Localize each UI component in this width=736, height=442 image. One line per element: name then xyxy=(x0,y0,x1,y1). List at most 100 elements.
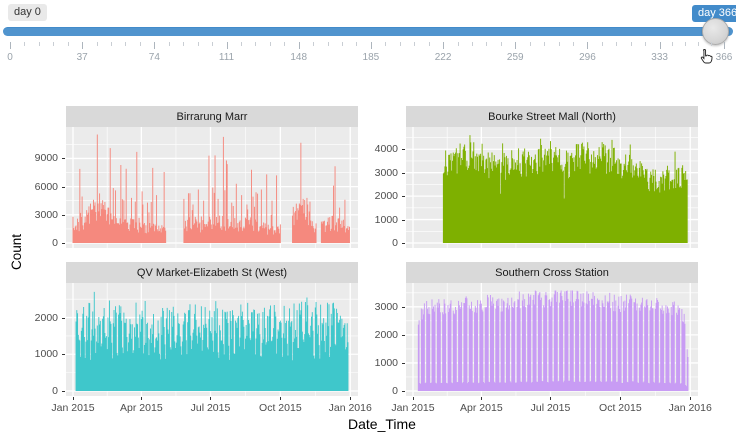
facet-strip-qv-market-elizabeth-st-west: QV Market-Elizabeth St (West) xyxy=(66,262,358,283)
y-tick-mark xyxy=(62,391,65,392)
slider-tick-minor xyxy=(96,42,98,46)
series-birrarung-marr xyxy=(72,134,350,243)
x-tick-label: Oct 2015 xyxy=(599,402,642,414)
slider-tick-minor xyxy=(240,42,242,46)
slider-tick-minor xyxy=(630,42,632,46)
x-tick-mark xyxy=(690,397,692,400)
x-tick-label: Jan 2015 xyxy=(51,402,95,414)
y-tick-label: 2000 xyxy=(34,311,58,324)
slider-tick-label: 185 xyxy=(362,52,380,63)
slider-tick-minor xyxy=(544,42,546,46)
slider-tick-minor xyxy=(414,42,416,46)
x-tick-label: Apr 2015 xyxy=(120,402,163,414)
y-axis-title: Count xyxy=(9,233,24,271)
slider-tick-minor xyxy=(711,42,713,46)
slider-tick-minor xyxy=(67,42,69,46)
y-tick-label: 1000 xyxy=(374,356,398,369)
facet-title: Southern Cross Station xyxy=(495,266,609,279)
slider-tick-minor xyxy=(212,42,214,46)
facet-title: Bourke Street Mall (North) xyxy=(488,110,616,123)
slider-handle[interactable] xyxy=(702,18,729,45)
facet-title: Birrarung Marr xyxy=(176,110,248,123)
y-tick-label: 3000 xyxy=(374,300,398,313)
y-tick-mark xyxy=(402,196,405,198)
slider-tick-major xyxy=(659,42,661,49)
y-tick-label: 0 xyxy=(392,385,398,397)
y-tick-mark xyxy=(402,243,405,244)
y-tick-label: 2000 xyxy=(374,328,398,341)
slider-tick-label: 111 xyxy=(218,52,235,63)
series-bourke-street-mall-north xyxy=(442,135,688,243)
y-tick-label: 0 xyxy=(52,385,58,397)
slider-tick-minor xyxy=(342,42,344,46)
x-tick-mark xyxy=(481,397,483,400)
facet-panel-qv-market-elizabeth-st-west xyxy=(66,283,358,396)
x-tick-label: Jan 2015 xyxy=(391,402,435,414)
slider-tick-minor xyxy=(616,42,618,46)
slider-tick-major xyxy=(370,42,372,49)
slider-tick-major xyxy=(443,42,445,49)
slider-tick-minor xyxy=(529,42,531,46)
slider-tick-major xyxy=(724,42,725,49)
slider-tick-major xyxy=(587,42,589,49)
slider-tick-minor xyxy=(313,42,315,46)
x-tick-label: Apr 2015 xyxy=(460,402,503,414)
y-tick-label: 1000 xyxy=(34,348,58,361)
slider-tick-label: 366 xyxy=(715,52,733,63)
slider-tick-minor xyxy=(601,42,603,46)
y-tick-label: 0 xyxy=(52,237,58,249)
y-tick-mark xyxy=(62,186,65,188)
slider-tick-label: 37 xyxy=(76,52,88,63)
slider-tick-minor xyxy=(486,42,488,46)
x-tick-mark xyxy=(141,397,143,400)
slider-tick-label: 74 xyxy=(148,52,160,63)
slider-tick-label: 222 xyxy=(434,52,452,63)
y-tick-mark xyxy=(62,214,65,216)
slider-tick-minor xyxy=(197,42,199,46)
y-tick-mark xyxy=(402,362,405,364)
y-tick-mark xyxy=(402,149,405,151)
slider-tick-label: 259 xyxy=(506,52,524,63)
slider-tick-minor xyxy=(356,42,358,46)
slider-to-label: day 366 xyxy=(692,5,736,22)
slider-tick-minor xyxy=(327,42,329,46)
slider-tick-minor xyxy=(111,42,113,46)
slider-tick-label: 0 xyxy=(7,52,13,63)
series-southern-cross-station xyxy=(417,290,689,391)
x-tick-label: Jan 2016 xyxy=(668,402,712,414)
slider-tick-minor xyxy=(24,42,26,46)
facet-panel-bourke-street-mall-north xyxy=(406,127,698,248)
y-tick-mark xyxy=(62,243,65,244)
series-qv-market-elizabeth-st-west xyxy=(75,291,349,391)
y-tick-label: 2000 xyxy=(374,190,398,203)
y-tick-mark xyxy=(62,317,65,319)
facet-strip-bourke-street-mall-north: Bourke Street Mall (North) xyxy=(406,106,698,127)
slider-tick-minor xyxy=(269,42,271,46)
y-tick-label: 4000 xyxy=(374,143,398,156)
slider-tick-label: 148 xyxy=(290,52,308,63)
x-tick-mark xyxy=(210,397,212,400)
slider-tick-minor xyxy=(428,42,430,46)
y-tick-label: 9000 xyxy=(34,152,58,165)
facet-strip-birrarung-marr: Birrarung Marr xyxy=(66,106,358,127)
slider-tick-minor xyxy=(125,42,127,46)
y-tick-label: 1000 xyxy=(374,213,398,226)
slider-track[interactable] xyxy=(3,27,733,36)
x-tick-mark xyxy=(350,397,352,400)
slider-tick-minor xyxy=(53,42,55,46)
slider-tick-major xyxy=(82,42,84,49)
slider-tick-minor xyxy=(698,42,700,46)
slider-tick-minor xyxy=(685,42,687,46)
y-tick-mark xyxy=(402,334,405,336)
x-tick-mark xyxy=(550,397,552,400)
slider-tick-minor xyxy=(645,42,647,46)
slider-from-label: day 0 xyxy=(8,4,47,21)
x-tick-mark xyxy=(620,397,622,400)
slider-tick-minor xyxy=(672,42,674,46)
y-tick-label: 0 xyxy=(392,237,398,249)
slider-tick-minor xyxy=(255,42,257,46)
x-tick-mark xyxy=(280,397,282,400)
slider-tick-minor xyxy=(38,42,40,46)
x-tick-label: Jul 2015 xyxy=(190,402,231,414)
